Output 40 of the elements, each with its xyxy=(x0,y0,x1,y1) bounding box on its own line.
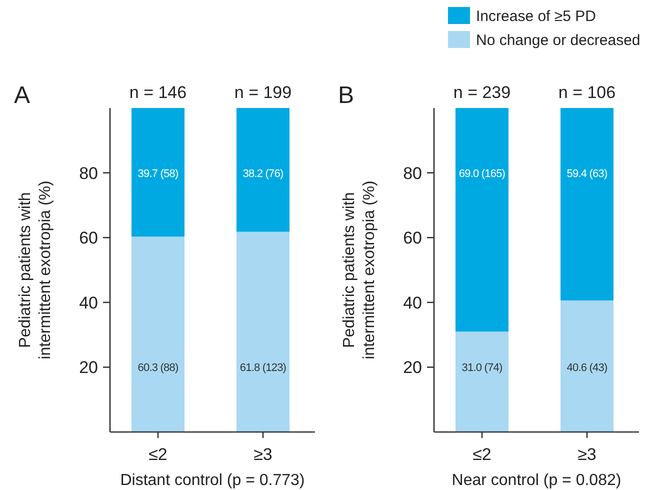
y-tick-label: 40 xyxy=(79,293,98,312)
annotation: n = 146 xyxy=(129,83,187,102)
y-tick-label: 80 xyxy=(403,164,422,183)
y-tick-label: 80 xyxy=(79,164,98,183)
y-tick-label: 20 xyxy=(403,358,422,378)
annotation: n = 199 xyxy=(234,83,292,102)
chart-title: B xyxy=(338,82,354,109)
x-tick-label: ≤2 xyxy=(472,445,492,464)
bar xyxy=(236,232,290,432)
bar xyxy=(236,108,290,232)
y-axis-title: Pediatric patients with intermittent exotropia (%) xyxy=(341,180,378,360)
x-tick-label: ≥3 xyxy=(578,445,596,464)
bar xyxy=(560,300,614,432)
data-label: 31.0 (74) xyxy=(462,362,502,374)
bar xyxy=(132,108,184,237)
annotation: n = 106 xyxy=(558,83,616,102)
bar xyxy=(560,108,614,300)
y-axis-title: Pediatric patients with intermittent exotropia (%) xyxy=(17,180,54,360)
chart-title: A xyxy=(14,82,30,109)
y-tick-label: 60 xyxy=(403,228,422,248)
data-label: 69.0 (165) xyxy=(458,168,506,180)
bar xyxy=(132,236,184,432)
x-axis-title: Distant control (p = 0.773) xyxy=(120,472,305,489)
x-tick-label: ≤2 xyxy=(148,445,168,464)
annotation: n = 239 xyxy=(453,83,511,102)
y-tick-label: 60 xyxy=(79,228,98,248)
x-axis-title: Near control (p = 0.082) xyxy=(452,472,622,489)
y-tick-label: 20 xyxy=(79,358,98,378)
data-label: 60.3 (88) xyxy=(138,362,178,374)
data-label: 59.4 (63) xyxy=(566,168,608,180)
legend-label: Increase of ≥5 PD xyxy=(476,8,596,25)
y-tick-label: 40 xyxy=(403,293,422,312)
bar xyxy=(456,108,508,332)
bar xyxy=(456,332,508,432)
data-label: 39.7 (58) xyxy=(138,168,178,180)
data-label: 40.6 (43) xyxy=(566,362,608,374)
x-tick-label: ≥3 xyxy=(254,445,272,464)
data-label: 61.8 (123) xyxy=(240,362,286,374)
legend-label: No change or decreased xyxy=(476,32,640,49)
data-label: 38.2 (76) xyxy=(242,168,284,180)
